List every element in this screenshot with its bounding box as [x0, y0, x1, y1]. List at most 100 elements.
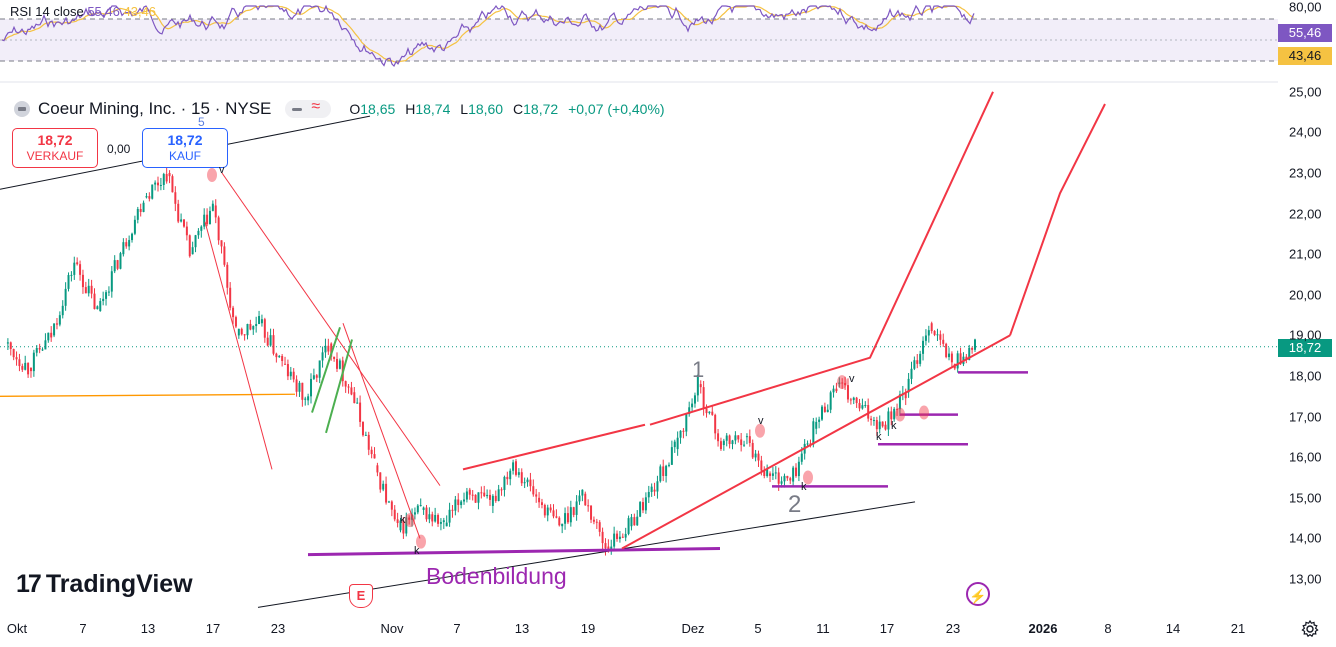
k-mark: k: [414, 545, 420, 557]
candle-body: [171, 176, 174, 193]
candle-body: [500, 489, 503, 491]
y-tick-label: 19,00: [1289, 327, 1322, 343]
candle-body: [566, 513, 569, 523]
earnings-marker[interactable]: E: [349, 584, 373, 608]
candle-body: [549, 507, 552, 511]
candle-body: [780, 481, 783, 484]
candle-body: [572, 507, 575, 515]
low-label: L: [460, 101, 469, 117]
candle-body: [667, 464, 670, 466]
candle-body: [893, 408, 896, 420]
candle-body: [99, 301, 102, 312]
candle-body: [223, 246, 226, 265]
rsi-pane: [0, 4, 1278, 83]
candle-body: [324, 345, 327, 353]
x-tick-label: 17: [205, 621, 221, 636]
k-mark: k: [400, 514, 406, 526]
buy-button[interactable]: 18,72 KAUF: [142, 128, 228, 168]
candle-body: [191, 247, 194, 255]
candle-body: [665, 465, 668, 476]
candle-body: [936, 334, 939, 336]
x-tick-label: 14: [1165, 621, 1181, 636]
candle-body: [113, 260, 116, 272]
candle-body: [509, 470, 512, 480]
sell-button[interactable]: 18,72 VERKAUF: [12, 128, 98, 168]
drawings: [0, 91, 1106, 608]
upper-bottom-line: [462, 423, 646, 471]
settings-gear-icon[interactable]: [1300, 619, 1320, 639]
x-tick-label: 2026: [1028, 621, 1058, 636]
candle-body: [27, 362, 30, 375]
candle-body: [757, 453, 760, 461]
candle-body: [942, 339, 945, 344]
candle-body: [353, 392, 356, 404]
candle-body: [916, 360, 919, 364]
candle-body: [15, 357, 18, 360]
x-tick-label: 11: [816, 621, 830, 636]
candle-body: [465, 491, 468, 500]
candle-body: [633, 517, 636, 526]
candle-body: [737, 435, 740, 440]
candle-body: [335, 358, 338, 369]
candle-body: [480, 492, 483, 494]
candle-body: [165, 174, 168, 182]
candle-body: [434, 515, 437, 522]
candle-body: [53, 323, 56, 336]
x-tick-label: 5: [754, 621, 762, 636]
lightning-icon[interactable]: ⚡: [966, 582, 990, 606]
earnings-label: E: [356, 588, 366, 603]
bottom-formation-label: Bodenbildung: [426, 563, 567, 589]
candle-body: [122, 242, 125, 255]
candle-body: [367, 434, 370, 450]
candle-body: [604, 543, 607, 549]
candle-body: [552, 510, 555, 517]
candle-body: [194, 235, 197, 248]
candle-body: [855, 397, 858, 404]
candle-body: [206, 214, 209, 225]
x-tick-label: 23: [945, 621, 961, 636]
candle-body: [298, 382, 301, 392]
candle-body: [220, 240, 223, 247]
symbol-icon: [14, 101, 30, 117]
tradingview-mark-icon: 17: [16, 570, 42, 598]
y-tick-label: 25,00: [1289, 84, 1322, 100]
candle-body: [448, 509, 451, 523]
candle-body: [18, 359, 21, 367]
candle-body: [292, 371, 295, 380]
candle-body: [884, 424, 887, 430]
legend-controls[interactable]: ≈: [285, 98, 332, 118]
tradingview-logo[interactable]: 17 TradingView: [16, 570, 193, 599]
candle-body: [913, 360, 916, 369]
candle-body: [128, 240, 131, 247]
candle-body: [766, 469, 769, 477]
candle-body: [422, 507, 425, 510]
candle-body: [208, 210, 211, 225]
candle-body: [468, 489, 471, 495]
candle-body: [307, 396, 310, 401]
orange-support-line: [0, 393, 296, 397]
candle-body: [396, 519, 399, 524]
change-value: +0,07 (+0,40%): [568, 101, 665, 117]
symbol-title[interactable]: Coeur Mining, Inc. · 15 · NYSE: [38, 99, 272, 118]
candle-body: [460, 501, 463, 506]
candle-body: [419, 505, 422, 507]
candle-body: [731, 440, 734, 445]
candle-body: [861, 405, 864, 409]
wave-5-label: 5: [198, 115, 205, 129]
candle-body: [119, 253, 122, 269]
candle-body: [722, 440, 725, 446]
candle-body: [800, 453, 803, 462]
rsi-ma-value: 43,46: [123, 4, 157, 19]
candle-body: [714, 414, 717, 434]
candle-body: [590, 505, 593, 520]
candle-body: [771, 473, 774, 476]
candle-body: [105, 292, 108, 299]
candle-body: [852, 397, 855, 401]
candle-body: [705, 408, 708, 414]
candle-body: [924, 335, 927, 341]
y-tick-label: 15,00: [1289, 490, 1322, 506]
candle-body: [956, 353, 959, 369]
down-channel-inner: [342, 323, 421, 539]
candle-body: [214, 205, 217, 218]
